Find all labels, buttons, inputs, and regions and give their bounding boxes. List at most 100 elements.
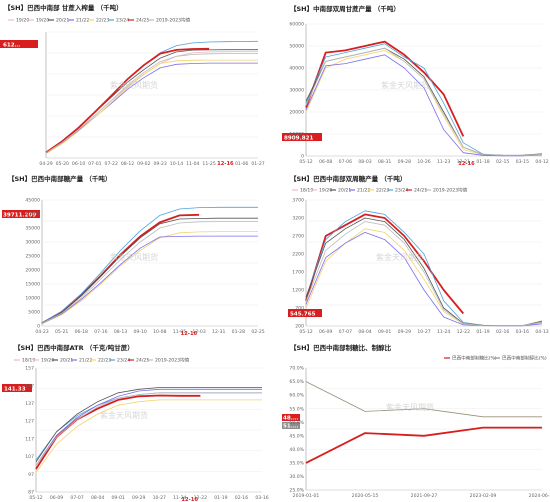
y-tick-label: 20000 [25, 268, 40, 274]
series-line [41, 221, 258, 324]
x-tick-label: 04-13 [535, 329, 548, 335]
x-tick-label: 12-22 [457, 329, 470, 335]
x-tick-label: 12-31 [212, 329, 225, 335]
legend-label: 24/25 [136, 358, 149, 364]
legend-label: 20/21 [338, 188, 351, 194]
x-tick-label: 07-16 [94, 329, 107, 335]
series-line [45, 47, 210, 154]
x-tick-label: 10-27 [153, 495, 166, 501]
y-tick-label: 0 [37, 324, 40, 330]
legend-label: 22/23 [376, 188, 389, 194]
series-line [305, 40, 465, 137]
chart-series [305, 381, 542, 464]
y-tick-label: 5000 [28, 310, 40, 316]
legend-label: 24/25 [136, 18, 149, 24]
callout-box-1 [282, 414, 300, 421]
x-tick-label: 09-28 [398, 159, 411, 165]
x-axis-ticks: 2019-01-01 2020-05-15 2021-09-27 2023-02-09… [293, 493, 550, 499]
chart-svg: 【SH】中南部双周甘蔗产量 （千吨） 8909.821 紫金天风期货 60000… [282, 4, 549, 167]
x-tick-label: 01-18 [476, 159, 489, 165]
y-axis-ticks: 60000 50000 40000 30000 20000 10000 0 [289, 22, 304, 160]
y-tick-label: 97 [28, 472, 34, 478]
x-tick-label: 07-06 [339, 159, 352, 165]
x-tick-label: 10-27 [417, 329, 430, 335]
legend-label: 2019-2023均值 [156, 17, 191, 24]
watermark: 紫金天风期货 [376, 252, 424, 262]
legend-label: 2019-2023均值 [433, 187, 468, 194]
x-tick-label: 05-21 [55, 329, 68, 335]
y-tick-label: 157 [25, 366, 34, 372]
y-tick-label: 200 [295, 324, 304, 330]
x-tick-label: 09-01 [378, 329, 391, 335]
callout-value-2: 51.… [283, 424, 299, 430]
y-axis-ticks: 3700 3200 2700 2200 1700 1200 700 200 [292, 198, 304, 330]
legend-label: 2019-2023均值 [155, 357, 190, 364]
chart-series [41, 206, 258, 325]
x-tick-label: 11-05 [173, 329, 186, 335]
legend-label: 18/19 [300, 188, 313, 194]
y-tick-label: 15000 [25, 282, 40, 288]
y-tick-label: 40000 [289, 66, 304, 72]
x-axis-ticks: 05-12 06-08 07-06 08-03 08-31 09-28 10-26 11-23… [299, 159, 548, 167]
chart-sugar-mix: 【SH】巴西中南部制糖比、制醇比 巴西中南部制糖比(%) 巴西中南部制醇比(%) … [276, 340, 550, 502]
legend-label: 19/20 [41, 358, 54, 364]
y-tick-label: 2200 [292, 252, 304, 258]
x-tick-label: 03-15 [516, 159, 529, 165]
chart-svg: 【SH】巴西中南部ATR （千克/吨甘蔗） 18/19 19/20 20/21 21/… [2, 343, 269, 502]
x-tick-label: 06-10 [72, 161, 85, 167]
x-tick-label: 12-22 [194, 495, 207, 501]
x-tick-label: 2023-02-09 [470, 493, 497, 499]
chart-title: 【SH】巴西中南部制糖比、制醇比 [290, 343, 392, 352]
x-tick-label: 10-26 [417, 159, 430, 165]
chart-title: 【SH】巴西中南部ATR （千克/吨甘蔗） [14, 343, 134, 352]
legend-label: 18/19 [22, 358, 35, 364]
y-tick-label: 127 [25, 419, 34, 425]
x-tick-label: 06-09 [50, 495, 63, 501]
y-tick-label: 50.0% [289, 420, 304, 426]
y-tick-label: 50000 [289, 44, 304, 50]
y-tick-label: 1700 [292, 270, 304, 276]
chart-grid [305, 199, 542, 327]
x-tick-label: 07-01 [88, 161, 101, 167]
chart-cane-crush-cumulative: 【SH】巴西中南部 甘蔗入榨量 （千吨） 19/20 19/20 20/21 21/2… [0, 0, 275, 170]
chart-legend: 18/19 19/20 20/21 21/22 22/23 23/24 24/25 2019-… [14, 357, 190, 364]
series-line [305, 381, 542, 418]
x-tick-label: 09-23 [153, 161, 166, 167]
x-tick-label: 02-16 [496, 329, 509, 335]
series-line [45, 40, 259, 153]
chart-series [45, 40, 259, 154]
chart-legend: 巴西中南部制糖比(%) 巴西中南部制醇比(%) [444, 355, 547, 362]
x-tick-label: 12-16 [217, 161, 234, 167]
x-tick-label: 10-08 [153, 329, 166, 335]
x-tick-label: 08-12 [121, 161, 134, 167]
series-line [45, 53, 258, 154]
x-tick-highlight: 12-16 [181, 497, 198, 502]
x-tick-label: 01-27 [251, 161, 264, 167]
x-tick-label: 05-20 [56, 161, 69, 167]
series-line [305, 213, 464, 315]
series-line [45, 59, 258, 154]
callout-value-1: 48.… [283, 416, 299, 422]
series-line [45, 62, 258, 154]
chart-sugar-biweekly: 【SH】巴西中南部双周糖产量 （千吨） 18/19 19/20 20/21 21/22… [276, 170, 550, 338]
callout-value: 545.765 [290, 312, 316, 318]
y-tick-label: 45000 [25, 198, 40, 204]
chart-atr: 【SH】巴西中南部ATR （千克/吨甘蔗） 18/19 19/20 20/21 21/… [0, 340, 275, 502]
y-tick-label: 60.0% [289, 393, 304, 399]
x-tick-label: 09-29 [398, 329, 411, 335]
x-tick-highlight: 12-16 [458, 161, 475, 167]
watermark: 紫金天风期货 [110, 252, 158, 262]
chart-svg: 【SH】巴西中南部双周糖产量 （千吨） 18/19 19/20 20/21 21/22… [288, 174, 549, 335]
x-tick-label: 11-04 [186, 161, 199, 167]
x-tick-label: 02-15 [496, 159, 509, 165]
legend-label: 19/20 [16, 18, 29, 24]
watermark: 紫金天风期货 [100, 410, 148, 420]
chart-grid [305, 367, 542, 491]
watermark: 紫金天风期货 [386, 402, 434, 412]
x-tick-label: 08-13 [114, 329, 127, 335]
legend-label: 巴西中南部制醇比(%) [502, 355, 547, 362]
series-line [41, 217, 258, 324]
legend-label: 21/22 [357, 188, 370, 194]
series-line [35, 392, 262, 466]
callout-box [2, 210, 40, 218]
